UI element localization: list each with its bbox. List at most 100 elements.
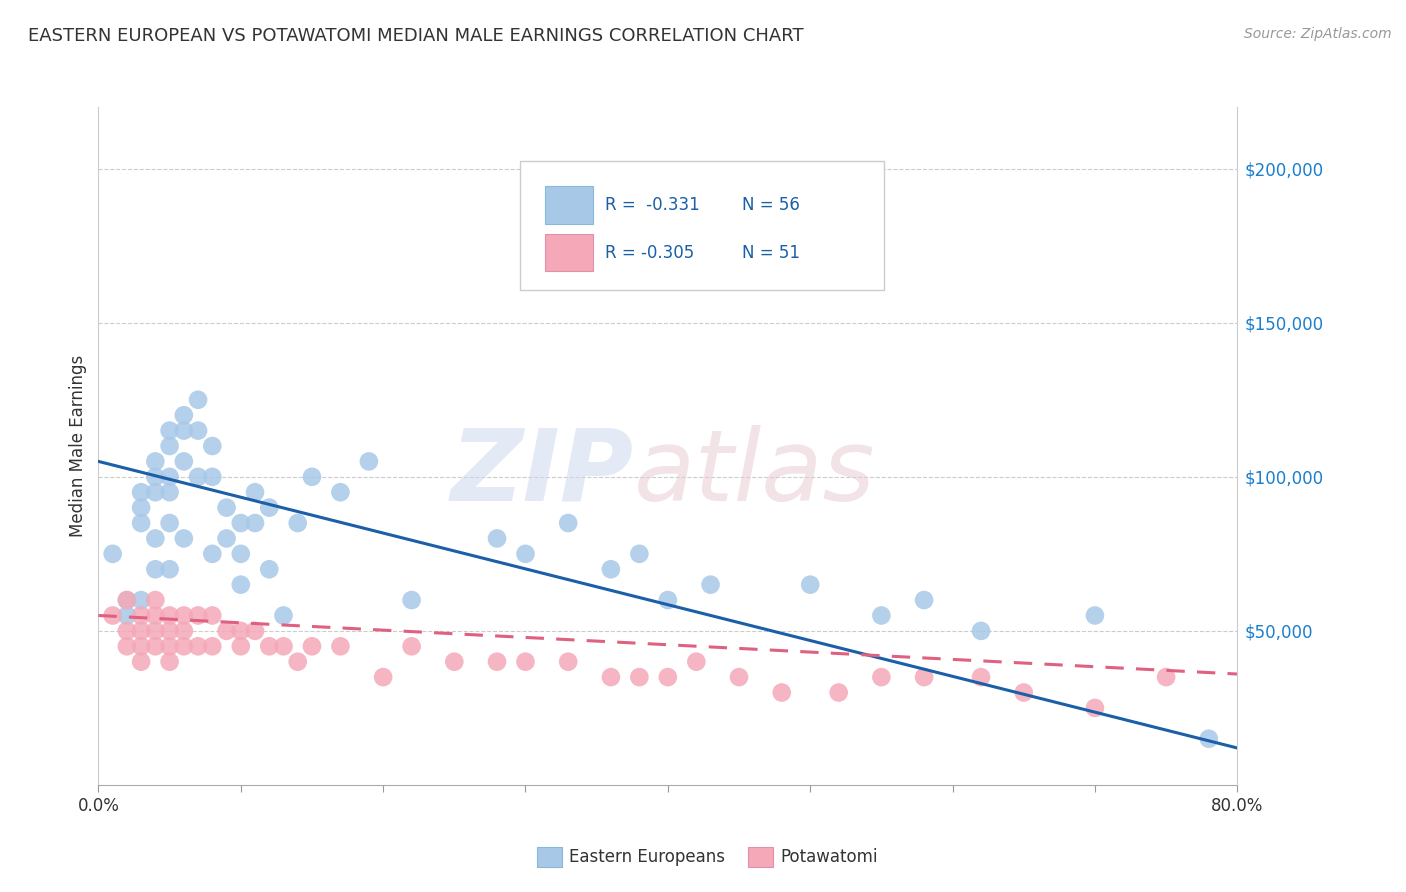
Point [486,532,509,546]
Point [443,655,465,669]
Point [515,655,537,669]
Point [970,670,993,684]
Point [229,640,252,654]
Point [628,670,651,684]
Point [173,608,195,623]
FancyBboxPatch shape [546,186,593,224]
Point [115,608,138,623]
Point [229,516,252,530]
Text: R =  -0.331: R = -0.331 [605,196,700,214]
FancyBboxPatch shape [546,234,593,271]
Text: Eastern Europeans: Eastern Europeans [569,848,725,866]
Point [129,640,152,654]
Point [273,640,295,654]
Point [145,485,167,500]
Point [173,532,195,546]
Point [273,608,295,623]
Point [201,470,224,484]
Point [187,608,209,623]
Point [287,655,309,669]
Point [828,685,851,699]
Point [243,624,266,638]
Point [129,608,152,623]
Point [215,500,238,515]
Point [657,593,679,607]
Point [401,593,423,607]
Point [600,670,623,684]
Point [145,532,167,546]
Point [486,655,509,669]
Text: R = -0.305: R = -0.305 [605,244,695,261]
Point [1012,685,1035,699]
Point [799,577,821,591]
Point [201,640,224,654]
Point [173,454,195,468]
Text: atlas: atlas [634,425,876,522]
Point [970,624,993,638]
Point [159,516,181,530]
Point [145,608,167,623]
Point [129,655,152,669]
Point [187,424,209,438]
Point [129,500,152,515]
Point [115,624,138,638]
Point [145,562,167,576]
Point [159,562,181,576]
Point [1084,701,1107,715]
Point [173,424,195,438]
Text: N = 51: N = 51 [742,244,800,261]
Point [870,670,893,684]
Point [215,532,238,546]
Point [557,516,579,530]
Point [159,424,181,438]
Point [770,685,793,699]
Point [912,670,935,684]
Point [115,593,138,607]
Point [401,640,423,654]
Point [129,624,152,638]
Text: EASTERN EUROPEAN VS POTAWATOMI MEDIAN MALE EARNINGS CORRELATION CHART: EASTERN EUROPEAN VS POTAWATOMI MEDIAN MA… [28,27,804,45]
Point [187,392,209,407]
Y-axis label: Median Male Earnings: Median Male Earnings [69,355,87,537]
Point [657,670,679,684]
Point [229,577,252,591]
Point [229,547,252,561]
Point [159,485,181,500]
Point [187,470,209,484]
Point [1154,670,1177,684]
Point [145,470,167,484]
Point [357,454,380,468]
Point [515,547,537,561]
Point [373,670,395,684]
Point [173,408,195,422]
Text: ZIP: ZIP [451,425,634,522]
Point [145,454,167,468]
Point [101,547,124,561]
Point [259,500,281,515]
Point [243,485,266,500]
Point [259,562,281,576]
Point [628,547,651,561]
Text: N = 56: N = 56 [742,196,800,214]
Point [129,516,152,530]
Point [685,655,707,669]
Point [201,547,224,561]
Point [301,640,323,654]
Point [173,624,195,638]
Point [699,577,721,591]
Point [115,640,138,654]
Point [129,485,152,500]
FancyBboxPatch shape [520,161,884,290]
Point [115,593,138,607]
Point [1198,731,1220,746]
Point [159,470,181,484]
Point [201,439,224,453]
Point [129,593,152,607]
Point [159,640,181,654]
Point [201,608,224,623]
Point [229,624,252,638]
Point [301,470,323,484]
Point [101,608,124,623]
Point [187,640,209,654]
Text: Source: ZipAtlas.com: Source: ZipAtlas.com [1244,27,1392,41]
